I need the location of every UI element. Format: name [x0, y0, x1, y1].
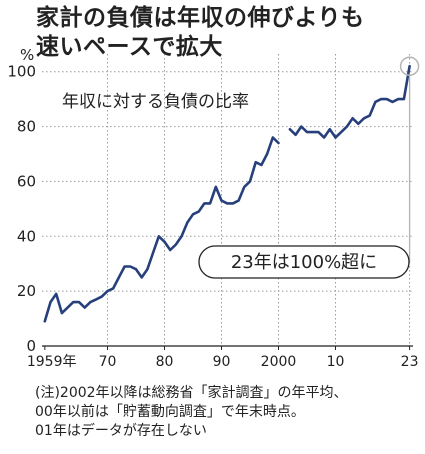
y-tick-label: 60 — [17, 172, 36, 190]
x-tick-label: 10 — [327, 354, 345, 370]
chart-axes: 0 20 40 60 80 100 1959年 70 80 90 2000 10 23 — [7, 63, 418, 370]
y-tick-label: 0 — [26, 337, 36, 355]
series-line-1 — [43, 136, 280, 323]
x-tick-label: 23 — [401, 354, 419, 370]
x-tick-label: 70 — [99, 354, 117, 370]
footnote: (注)2002年以降は総務省「家計調査」の年平均、 00年以前は「貯蓄動向調査」… — [35, 384, 348, 441]
y-tick-label: 80 — [17, 118, 36, 136]
y-unit-label: % — [20, 46, 34, 64]
chart-title-line-1: 家計の負債は年収の伸びよりも — [36, 5, 365, 31]
chart-title: 家計の負債は年収の伸びよりも 速いペースで拡大 — [36, 4, 421, 62]
x-tick-label: 90 — [213, 354, 231, 370]
chart-title-line-2: 速いペースで拡大 — [36, 34, 223, 60]
callout-text: 23年は100%超に — [231, 252, 377, 273]
x-tick-label: 80 — [156, 354, 174, 370]
x-tick-label: 2000 — [261, 354, 297, 370]
footnote-line-2: 00年以前は「貯蓄動向調査」で年末時点。 — [35, 404, 305, 420]
footnote-line-3: 01年はデータが存在しない — [35, 423, 207, 439]
callout: 23年は100%超に — [198, 75, 411, 279]
y-tick-label: 100 — [7, 63, 36, 81]
footnote-line-1: (注)2002年以降は総務省「家計調査」の年平均、 — [35, 385, 348, 401]
line-chart: 0 20 40 60 80 100 1959年 70 80 90 2000 10 23 % 年収に対する… — [7, 46, 420, 370]
y-tick-label: 40 — [17, 227, 36, 245]
y-tick-label: 20 — [17, 282, 36, 300]
series-label: 年収に対する負債の比率 — [62, 92, 249, 112]
x-tick-label: 1959年 — [27, 354, 77, 370]
series-line-2 — [288, 64, 411, 139]
callout-box — [198, 245, 410, 279]
